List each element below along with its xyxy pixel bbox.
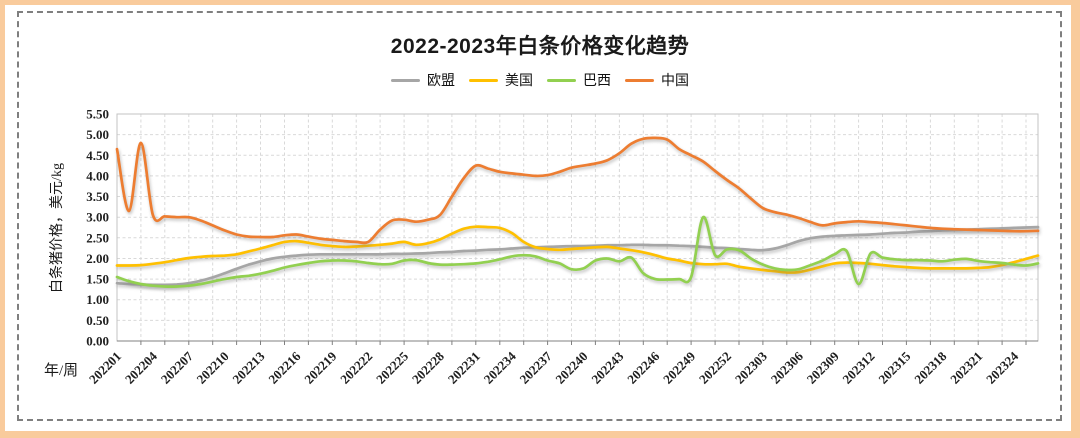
y-tick-label: 1.50 [86, 272, 109, 287]
legend-item-us: 美国 [469, 70, 533, 90]
legend-label-brazil: 巴西 [583, 74, 611, 89]
x-tick-label: 202207 [158, 348, 197, 387]
y-tick-label: 0.00 [86, 334, 109, 349]
y-tick-label: 2.00 [86, 251, 109, 266]
x-tick-label: 202240 [552, 349, 590, 387]
legend-label-eu: 欧盟 [427, 74, 455, 89]
legend-swatch-china [625, 78, 654, 82]
x-tick-label: 202213 [229, 348, 268, 387]
x-tick-label: 202234 [481, 348, 520, 387]
x-tick-label: 202228 [409, 348, 448, 387]
legend-item-china: 中国 [625, 70, 689, 90]
legend-swatch-us [469, 78, 498, 82]
x-tick-label: 202237 [517, 348, 556, 387]
y-tick-label: 5.50 [86, 107, 109, 122]
x-tick-label: 202249 [660, 348, 699, 387]
x-tick-label: 202225 [373, 348, 412, 387]
y-axis-title: 白条猪价格，美元/kg [50, 163, 65, 293]
x-tick-label: 202309 [804, 348, 843, 387]
y-tick-label: 1.00 [86, 292, 109, 307]
x-tick-label: 202204 [122, 348, 161, 387]
x-tick-label: 202222 [337, 349, 375, 387]
x-tick-label: 202318 [911, 348, 950, 387]
legend-label-china: 中国 [661, 74, 689, 89]
legend: 欧盟 美国 巴西 中国 [0, 70, 1080, 90]
x-tick-label: 202243 [588, 348, 627, 387]
x-tick-label: 202324 [983, 348, 1022, 387]
x-tick-label: 202210 [194, 349, 232, 387]
legend-swatch-eu [391, 78, 420, 82]
x-tick-label: 202246 [624, 348, 663, 387]
y-tick-label: 4.50 [86, 148, 109, 163]
series-line-美国 [115, 225, 1040, 274]
x-tick-label: 202201 [86, 349, 124, 387]
x-tick-label: 202252 [696, 349, 734, 387]
x-tick-label: 202216 [265, 348, 304, 387]
y-tick-label: 3.50 [86, 189, 109, 204]
x-tick-label: 202312 [839, 349, 877, 387]
x-tick-label: 202306 [768, 348, 807, 387]
y-tick-label: 3.00 [86, 210, 109, 225]
y-tick-label: 4.00 [86, 168, 109, 183]
x-tick-label: 202315 [875, 348, 914, 387]
legend-swatch-brazil [547, 78, 576, 82]
legend-item-eu: 欧盟 [391, 70, 455, 90]
series-line-巴西 [115, 215, 1040, 288]
x-axis-title: 年/周 [44, 363, 79, 379]
x-tick-label: 202231 [445, 349, 483, 387]
plot-border [116, 113, 1039, 342]
legend-item-brazil: 巴西 [547, 70, 611, 90]
x-tick-label: 202321 [947, 349, 985, 387]
series-line-中国 [115, 136, 1040, 245]
x-tick-label: 202219 [301, 348, 340, 387]
y-tick-label: 5.00 [86, 127, 109, 142]
series-line-欧盟 [115, 225, 1040, 287]
y-tick-label: 0.50 [86, 313, 109, 328]
y-tick-label: 2.50 [86, 230, 109, 245]
legend-label-us: 美国 [505, 74, 533, 89]
x-tick-label: 202303 [732, 348, 771, 387]
chart-title: 2022-2023年白条价格变化趋势 [390, 35, 690, 58]
